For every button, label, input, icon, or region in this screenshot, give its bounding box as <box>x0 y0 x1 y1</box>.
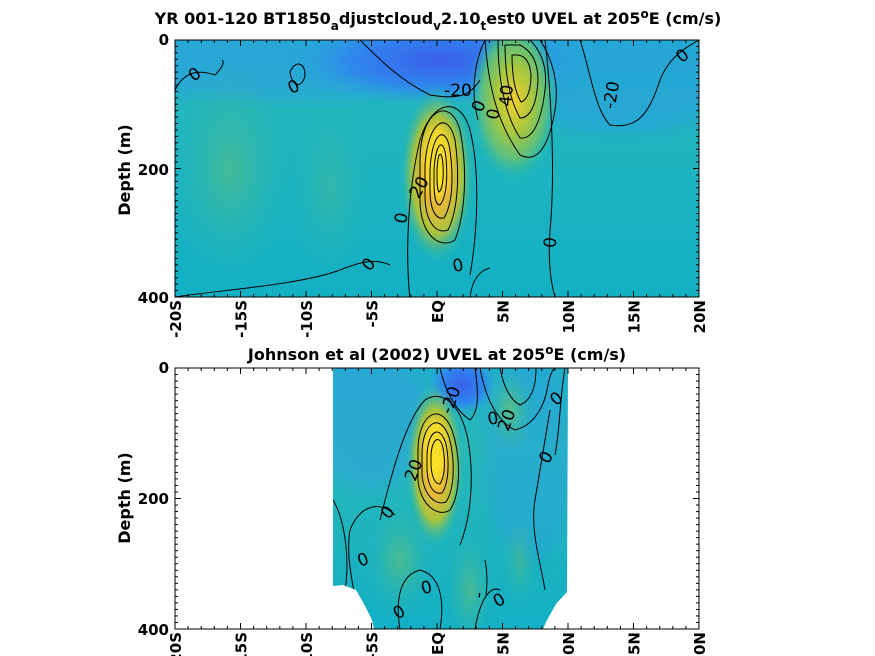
panel-1-heatmap <box>175 40 699 297</box>
panel-2-heatmap <box>333 368 568 629</box>
svg-text:0: 0 <box>391 211 413 225</box>
x-tick-label: -20S <box>167 300 185 338</box>
panel-1-ylabel: Depth (m) <box>115 124 134 216</box>
x-tick-label: 10N <box>560 300 578 333</box>
panel-1-y-ticks: 0 200 400 <box>138 31 169 307</box>
x-tick-label: 5N <box>495 300 513 323</box>
svg-text:-20: -20 <box>600 80 625 111</box>
panel-1: YR 001-120 BT1850adjustcloudv2.10test0 U… <box>115 7 722 338</box>
panel-2-y-ticks: 0 200 400 <box>138 359 169 639</box>
panel-1-minor-ticks <box>174 39 700 298</box>
x-tick-label: EQ <box>429 300 447 323</box>
x-tick-label: -20S <box>167 632 185 656</box>
panel-1-title: YR 001-120 BT1850adjustcloudv2.10test0 U… <box>154 7 722 33</box>
svg-text:0: 0 <box>159 31 169 49</box>
svg-text:0: 0 <box>486 408 500 430</box>
x-tick-label: 10N <box>560 632 578 656</box>
panel-1-contours <box>175 40 699 297</box>
x-tick-label: -10S <box>298 632 316 656</box>
x-tick-label: 15N <box>626 300 644 333</box>
svg-text:400: 400 <box>138 621 169 639</box>
x-tick-label: -15S <box>233 300 251 338</box>
x-tick-label: 15N <box>626 632 644 656</box>
svg-text:0: 0 <box>541 236 562 249</box>
x-tick-label: 20N <box>691 300 709 333</box>
svg-text:40: 40 <box>496 84 518 107</box>
panel-2-title: Johnson et al (2002) UVEL at 205oE (cm/s… <box>247 343 626 364</box>
x-tick-label: -5S <box>364 632 382 656</box>
panel-2-ylabel: Depth (m) <box>115 452 134 544</box>
svg-text:0: 0 <box>419 577 435 599</box>
x-tick-label: EQ <box>429 632 447 655</box>
panel-2-contours <box>333 368 566 629</box>
panel-2: Johnson et al (2002) UVEL at 205oE (cm/s… <box>115 343 709 656</box>
svg-text:-: - <box>469 590 490 600</box>
svg-text:400: 400 <box>138 289 169 307</box>
svg-text:-20: -20 <box>444 81 472 101</box>
svg-text:200: 200 <box>138 161 169 179</box>
panel-2-x-ticks: -20S -15S -10S -5S EQ 5N 10N 15N 20N <box>167 632 709 656</box>
x-tick-label: -10S <box>298 300 316 338</box>
svg-text:0: 0 <box>451 255 465 277</box>
x-tick-label: -5S <box>364 300 382 327</box>
x-tick-label: -15S <box>233 632 251 656</box>
svg-text:200: 200 <box>138 490 169 508</box>
x-tick-label: 5N <box>495 632 513 655</box>
svg-text:0: 0 <box>159 359 169 377</box>
panel-1-x-ticks: -20S -15S -10S -5S EQ 5N 10N 15N 20N <box>167 300 709 338</box>
svg-text:0: 0 <box>483 107 505 121</box>
x-tick-label: 20N <box>691 632 709 656</box>
panel-2-minor-ticks <box>174 367 700 630</box>
